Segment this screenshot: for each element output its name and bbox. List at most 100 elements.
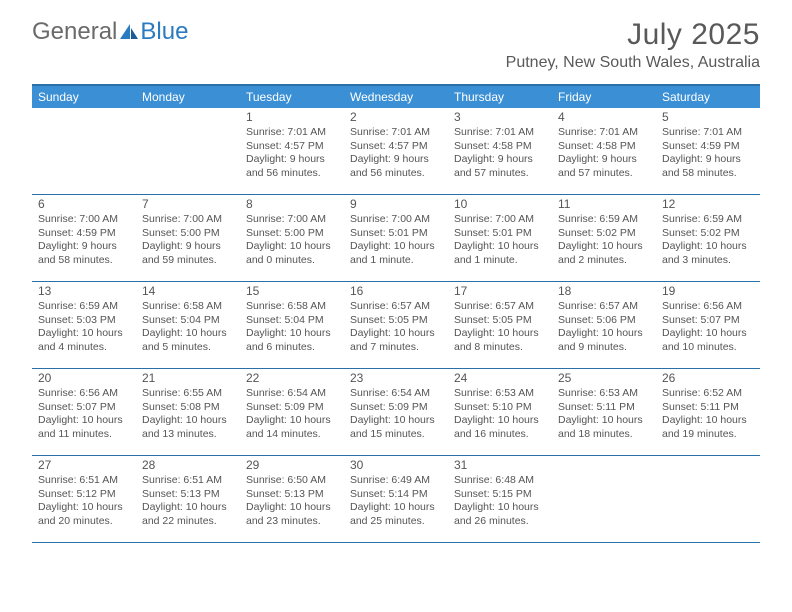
daylight-line: Daylight: 10 hours and 11 minutes. [38, 414, 132, 441]
daylight-line: Daylight: 10 hours and 16 minutes. [454, 414, 548, 441]
dow-cell: Saturday [656, 86, 760, 108]
day-cell: 30Sunrise: 6:49 AMSunset: 5:14 PMDayligh… [344, 456, 448, 542]
day-number: 7 [142, 197, 236, 212]
day-number: 14 [142, 284, 236, 299]
day-number: 3 [454, 110, 548, 125]
day-cell: 6Sunrise: 7:00 AMSunset: 4:59 PMDaylight… [32, 195, 136, 281]
day-cell: 24Sunrise: 6:53 AMSunset: 5:10 PMDayligh… [448, 369, 552, 455]
title-block: July 2025 Putney, New South Wales, Austr… [506, 18, 760, 72]
sunset-line: Sunset: 5:02 PM [662, 227, 756, 240]
day-number: 17 [454, 284, 548, 299]
brand-logo: General Blue [32, 18, 188, 46]
brand-text-1: General [32, 18, 117, 46]
daylight-line: Daylight: 9 hours and 57 minutes. [558, 153, 652, 180]
sunrise-line: Sunrise: 6:57 AM [454, 300, 548, 313]
day-number: 13 [38, 284, 132, 299]
sunrise-line: Sunrise: 7:01 AM [246, 126, 340, 139]
sunrise-line: Sunrise: 7:01 AM [558, 126, 652, 139]
daylight-line: Daylight: 10 hours and 13 minutes. [142, 414, 236, 441]
day-number: 10 [454, 197, 548, 212]
sunset-line: Sunset: 5:08 PM [142, 401, 236, 414]
sunset-line: Sunset: 5:04 PM [246, 314, 340, 327]
sunset-line: Sunset: 4:59 PM [662, 140, 756, 153]
day-number: 20 [38, 371, 132, 386]
day-cell: 15Sunrise: 6:58 AMSunset: 5:04 PMDayligh… [240, 282, 344, 368]
daylight-line: Daylight: 10 hours and 20 minutes. [38, 501, 132, 528]
daylight-line: Daylight: 9 hours and 58 minutes. [38, 240, 132, 267]
day-number: 25 [558, 371, 652, 386]
day-number: 21 [142, 371, 236, 386]
sunrise-line: Sunrise: 6:54 AM [246, 387, 340, 400]
sunrise-line: Sunrise: 6:58 AM [142, 300, 236, 313]
sunrise-line: Sunrise: 6:59 AM [38, 300, 132, 313]
sunset-line: Sunset: 4:57 PM [350, 140, 444, 153]
sunset-line: Sunset: 4:57 PM [246, 140, 340, 153]
day-cell: 4Sunrise: 7:01 AMSunset: 4:58 PMDaylight… [552, 108, 656, 194]
sunset-line: Sunset: 5:01 PM [454, 227, 548, 240]
day-cell: 11Sunrise: 6:59 AMSunset: 5:02 PMDayligh… [552, 195, 656, 281]
sunset-line: Sunset: 5:03 PM [38, 314, 132, 327]
sunset-line: Sunset: 5:11 PM [662, 401, 756, 414]
day-cell: 25Sunrise: 6:53 AMSunset: 5:11 PMDayligh… [552, 369, 656, 455]
dow-cell: Monday [136, 86, 240, 108]
daylight-line: Daylight: 10 hours and 23 minutes. [246, 501, 340, 528]
day-number: 27 [38, 458, 132, 473]
day-number: 12 [662, 197, 756, 212]
day-cell: 2Sunrise: 7:01 AMSunset: 4:57 PMDaylight… [344, 108, 448, 194]
daylight-line: Daylight: 10 hours and 6 minutes. [246, 327, 340, 354]
sunset-line: Sunset: 5:09 PM [350, 401, 444, 414]
daylight-line: Daylight: 9 hours and 57 minutes. [454, 153, 548, 180]
day-cell: 28Sunrise: 6:51 AMSunset: 5:13 PMDayligh… [136, 456, 240, 542]
weeks-container: 1Sunrise: 7:01 AMSunset: 4:57 PMDaylight… [32, 108, 760, 543]
sunrise-line: Sunrise: 7:00 AM [246, 213, 340, 226]
day-cell: 16Sunrise: 6:57 AMSunset: 5:05 PMDayligh… [344, 282, 448, 368]
sunset-line: Sunset: 5:00 PM [246, 227, 340, 240]
week-row: 6Sunrise: 7:00 AMSunset: 4:59 PMDaylight… [32, 195, 760, 282]
day-number: 24 [454, 371, 548, 386]
day-cell: 7Sunrise: 7:00 AMSunset: 5:00 PMDaylight… [136, 195, 240, 281]
sunrise-line: Sunrise: 6:52 AM [662, 387, 756, 400]
day-cell: 9Sunrise: 7:00 AMSunset: 5:01 PMDaylight… [344, 195, 448, 281]
day-number: 8 [246, 197, 340, 212]
daylight-line: Daylight: 10 hours and 14 minutes. [246, 414, 340, 441]
day-number: 30 [350, 458, 444, 473]
brand-text-2: Blue [140, 18, 188, 46]
daylight-line: Daylight: 9 hours and 58 minutes. [662, 153, 756, 180]
day-number: 6 [38, 197, 132, 212]
daylight-line: Daylight: 10 hours and 0 minutes. [246, 240, 340, 267]
sunset-line: Sunset: 5:10 PM [454, 401, 548, 414]
sunset-line: Sunset: 5:01 PM [350, 227, 444, 240]
sunset-line: Sunset: 5:04 PM [142, 314, 236, 327]
day-cell: 14Sunrise: 6:58 AMSunset: 5:04 PMDayligh… [136, 282, 240, 368]
day-cell: 8Sunrise: 7:00 AMSunset: 5:00 PMDaylight… [240, 195, 344, 281]
day-cell: 1Sunrise: 7:01 AMSunset: 4:57 PMDaylight… [240, 108, 344, 194]
day-cell: 3Sunrise: 7:01 AMSunset: 4:58 PMDaylight… [448, 108, 552, 194]
sunrise-line: Sunrise: 6:59 AM [662, 213, 756, 226]
calendar-grid: SundayMondayTuesdayWednesdayThursdayFrid… [32, 84, 760, 543]
sunrise-line: Sunrise: 6:53 AM [558, 387, 652, 400]
daylight-line: Daylight: 10 hours and 26 minutes. [454, 501, 548, 528]
daylight-line: Daylight: 10 hours and 1 minute. [350, 240, 444, 267]
sunset-line: Sunset: 5:05 PM [454, 314, 548, 327]
sunrise-line: Sunrise: 6:50 AM [246, 474, 340, 487]
sunrise-line: Sunrise: 7:01 AM [454, 126, 548, 139]
sunset-line: Sunset: 4:58 PM [454, 140, 548, 153]
day-cell: 18Sunrise: 6:57 AMSunset: 5:06 PMDayligh… [552, 282, 656, 368]
sunrise-line: Sunrise: 7:01 AM [662, 126, 756, 139]
sunset-line: Sunset: 5:13 PM [142, 488, 236, 501]
sunset-line: Sunset: 5:05 PM [350, 314, 444, 327]
day-cell: 22Sunrise: 6:54 AMSunset: 5:09 PMDayligh… [240, 369, 344, 455]
sunrise-line: Sunrise: 6:51 AM [38, 474, 132, 487]
day-number: 29 [246, 458, 340, 473]
page-header: General Blue July 2025 Putney, New South… [0, 0, 792, 76]
daylight-line: Daylight: 9 hours and 59 minutes. [142, 240, 236, 267]
day-number: 18 [558, 284, 652, 299]
day-number: 5 [662, 110, 756, 125]
day-cell-empty [552, 456, 656, 542]
daylight-line: Daylight: 10 hours and 7 minutes. [350, 327, 444, 354]
location-subtitle: Putney, New South Wales, Australia [506, 54, 760, 72]
day-cell: 21Sunrise: 6:55 AMSunset: 5:08 PMDayligh… [136, 369, 240, 455]
brand-sail-icon [119, 23, 139, 41]
daylight-line: Daylight: 10 hours and 25 minutes. [350, 501, 444, 528]
daylight-line: Daylight: 10 hours and 4 minutes. [38, 327, 132, 354]
